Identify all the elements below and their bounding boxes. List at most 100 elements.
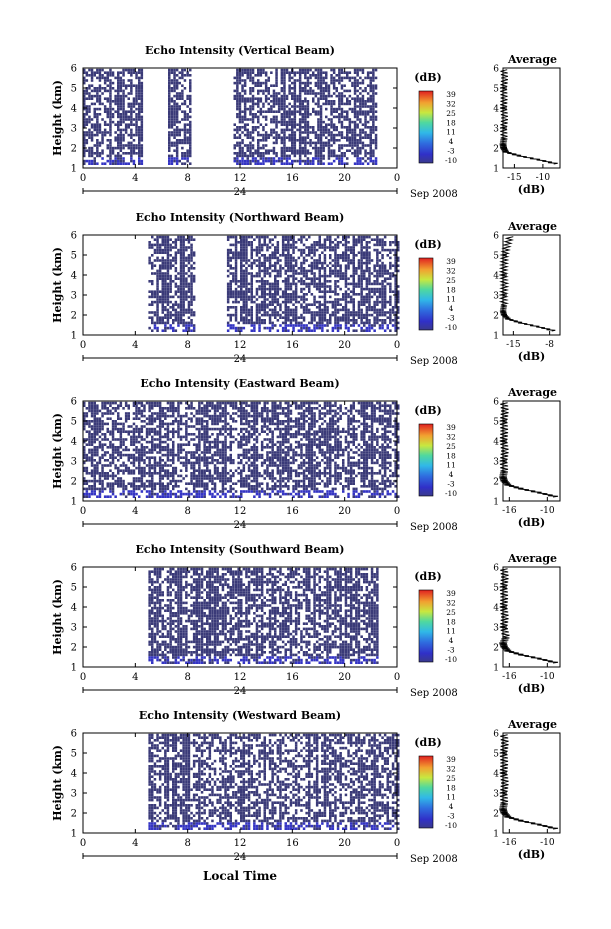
heatmap-cell [169,313,172,317]
heatmap-cell [122,422,125,426]
heatmap-cell [361,141,365,145]
heatmap-cell [285,154,289,158]
heatmap-cell [187,287,191,291]
heatmap-cell [236,76,239,80]
heatmap-cell [153,401,157,405]
heatmap-cell [314,157,318,160]
heatmap-cell [274,295,277,299]
heatmap-cell [257,84,260,87]
heatmap-cell [130,144,133,147]
heatmap-cell [246,100,249,103]
heatmap-cell [130,115,133,119]
heatmap-cell [153,420,157,423]
heatmap-cell [258,308,261,312]
colorbar-tick-label: 32 [446,266,456,275]
heatmap-cell [101,162,104,165]
heatmap-cell [263,274,266,278]
heatmap-cell [322,154,325,158]
heatmap-cell [323,316,327,319]
heatmap-cell [246,144,249,147]
heatmap-cell [312,141,315,145]
heatmap-cell [321,311,324,314]
heatmap-cell [260,264,264,267]
heatmap-cell [308,311,311,314]
heatmap-cell [314,74,318,77]
heatmap-cell [85,133,89,137]
heatmap-cell [161,308,164,312]
heatmap-cell [135,446,138,449]
heatmap-cell [88,422,91,426]
heatmap-cell [374,68,378,72]
heatmap-cell [383,311,387,314]
heatmap-cell [156,461,159,465]
heatmap-cell [109,433,112,436]
heatmap-cell [373,303,376,306]
heatmap-cell [293,81,297,85]
heatmap-cell [88,118,91,121]
heatmap-cell [386,272,389,275]
heatmap-cell [182,251,185,254]
heatmap-cells [83,401,400,498]
heatmap-cell [314,68,318,72]
heatmap-cell [111,425,115,428]
heatmap-cell [329,243,332,247]
heatmap-cell [312,97,315,100]
heatmap-cell [288,128,291,132]
heatmap-cell [245,290,248,293]
heatmap-cell [138,110,141,113]
heatmap-cell [242,264,246,267]
heatmap-cell [101,433,104,436]
heatmap-cell [313,246,316,249]
x-tick-label: 20 [338,340,351,351]
heatmap-cell [356,89,359,93]
heatmap-cell [270,71,273,74]
heatmap-cell [372,141,375,145]
heatmap-cell [394,274,397,278]
heatmap-cell [310,246,314,249]
heatmap-cell [268,295,272,299]
heatmap-cell [263,235,266,239]
heatmap-cell [88,149,91,152]
heatmap-cell [336,303,340,306]
heatmap-cell [353,92,357,95]
heatmap-cell [383,303,387,306]
heatmap-cell [300,277,303,280]
heatmap-cell [245,306,248,309]
heatmap-cell [348,144,352,147]
heatmap-cell [187,267,191,270]
heatmap-cell [360,264,363,267]
heatmap-cell [90,159,94,163]
heatmap-cell [83,97,86,100]
heatmap-cell [276,259,280,262]
heatmap-cell [130,113,133,116]
heatmap-cell [352,313,355,317]
heatmap-cell [247,308,251,312]
heatmap-cell [182,254,185,257]
heatmap-cell [156,326,159,330]
x-tick-label: 12 [234,340,247,351]
heatmap-cell [275,115,278,119]
heatmap-cell [96,149,99,152]
heatmap-cell [88,425,91,428]
heatmap-cell [138,144,141,147]
heatmap-cell [330,94,333,98]
heatmap-cell [245,300,248,304]
heatmap-cell [135,440,138,444]
heatmap-cell [122,461,125,465]
heatmap-cell [331,246,335,249]
heatmap-cell [179,241,183,244]
heatmap-cell [334,243,337,247]
heatmap-cell [322,144,325,147]
heatmap-cell [359,133,362,137]
heatmap-cell [342,295,345,299]
heatmap-cell [359,92,362,95]
heatmap-cell [98,472,102,475]
heatmap-cell [352,329,355,332]
heatmap-cell [103,407,107,410]
heatmap-cell [124,68,128,72]
heatmap-cell [151,303,154,306]
heatmap-cell [190,290,193,293]
heatmap-cell [381,311,384,314]
heatmap-cell [262,126,265,129]
heatmap-cell [140,87,144,90]
